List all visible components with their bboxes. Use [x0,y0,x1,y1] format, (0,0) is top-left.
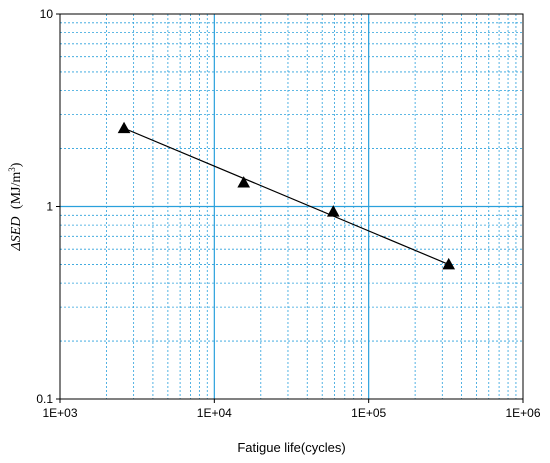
x-tick-label: 1E+03 [42,406,77,420]
fit-line-group [123,127,449,266]
y-axis-symbol: ΔSED [9,217,24,252]
y-axis-units-close: ) [9,162,24,167]
y-axis-units-exponent: 3 [7,167,17,172]
x-tick-label: 1E+04 [197,406,232,420]
triangle-marker [237,176,251,188]
y-tick-label: 0.1 [36,392,53,406]
triangle-marker [326,205,340,217]
fit-line [123,127,449,266]
triangle-marker [117,121,131,134]
data-points [117,121,456,270]
major-grid [60,14,523,399]
y-axis-label: ΔSED (MJ/m3) [7,162,24,251]
y-axis-ticks: 0.1 1 10 [36,7,60,406]
x-axis-label: Fatigue life(cycles) [237,440,345,455]
y-tick-label: 1 [46,200,53,214]
x-tick-label: 1E+05 [351,406,386,420]
x-tick-label: 1E+06 [505,406,540,420]
triangle-marker [442,257,456,270]
y-axis-units: (MJ/m [9,172,24,209]
x-axis-ticks: 1E+03 1E+04 1E+05 1E+06 [42,399,541,420]
y-tick-label: 10 [40,7,54,21]
